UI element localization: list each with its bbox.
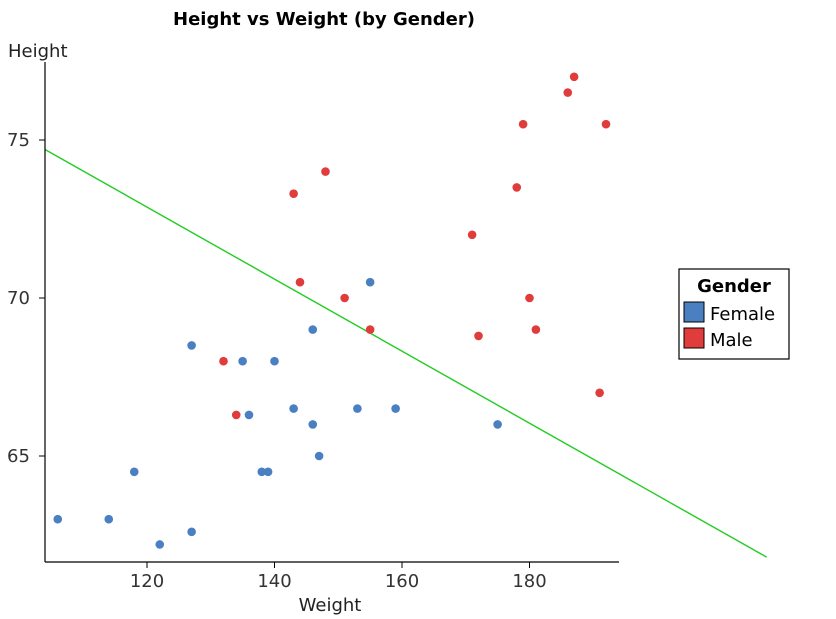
data-point-male-11	[525, 293, 534, 303]
data-point-female-3	[155, 540, 165, 549]
x-tick-label-160: 160	[385, 571, 419, 592]
y-tick-label-70: 70	[7, 288, 30, 309]
data-point-female-14	[314, 451, 324, 461]
data-point-male-12	[531, 325, 541, 334]
data-point-male-0	[219, 356, 228, 366]
data-point-male-5	[340, 293, 349, 303]
data-points-layer	[53, 72, 611, 549]
x-tick-label-140: 140	[257, 571, 291, 592]
y-tick-label-75: 75	[7, 130, 30, 151]
data-point-female-12	[308, 325, 318, 334]
trend-line-layer	[44, 148, 767, 558]
data-point-male-2	[289, 189, 298, 199]
legend-label-female: Female	[710, 304, 775, 325]
data-point-male-8	[474, 331, 483, 341]
data-point-male-13	[563, 88, 573, 97]
data-point-female-10	[270, 356, 279, 366]
chart-title: Height vs Weight (by Gender)	[173, 9, 475, 30]
legend-label-male: Male	[710, 330, 753, 351]
data-point-female-0	[53, 514, 63, 524]
y-tick-label-65: 65	[7, 446, 30, 467]
data-point-male-1	[231, 410, 241, 420]
data-point-female-15	[353, 404, 362, 413]
data-point-female-11	[289, 404, 298, 413]
data-point-male-16	[601, 119, 611, 129]
legend-title: Gender	[697, 276, 771, 297]
data-point-female-5	[187, 341, 196, 350]
data-point-female-9	[263, 467, 273, 477]
data-point-female-2	[129, 467, 139, 477]
data-point-male-4	[321, 167, 330, 176]
data-point-female-13	[308, 420, 318, 429]
data-point-male-7	[467, 230, 477, 240]
data-point-male-3	[295, 277, 305, 287]
data-point-female-7	[244, 410, 254, 420]
legend-swatch-female	[683, 301, 705, 323]
data-point-male-15	[595, 388, 604, 398]
data-point-female-1	[104, 514, 114, 524]
x-tick-label-120: 120	[130, 571, 164, 592]
y-axis-label: Height	[8, 41, 68, 62]
x-tick-label-180: 180	[512, 571, 546, 592]
legend-swatch-male	[683, 327, 705, 349]
data-point-female-16	[365, 277, 375, 287]
axis-ticks-layer: 120 140 160 180 65 70 75	[7, 130, 547, 592]
data-point-male-6	[365, 325, 375, 334]
trend-line	[44, 148, 767, 558]
data-point-female-18	[493, 420, 502, 429]
data-point-female-17	[391, 404, 400, 413]
data-point-female-4	[187, 527, 196, 537]
data-point-female-8	[257, 467, 267, 477]
data-point-male-9	[512, 183, 522, 192]
data-point-male-10	[518, 119, 528, 129]
data-point-male-14	[569, 72, 579, 82]
x-axis-label: Weight	[299, 595, 362, 616]
legend: Gender Female Male	[678, 268, 790, 360]
data-point-female-6	[238, 356, 247, 366]
